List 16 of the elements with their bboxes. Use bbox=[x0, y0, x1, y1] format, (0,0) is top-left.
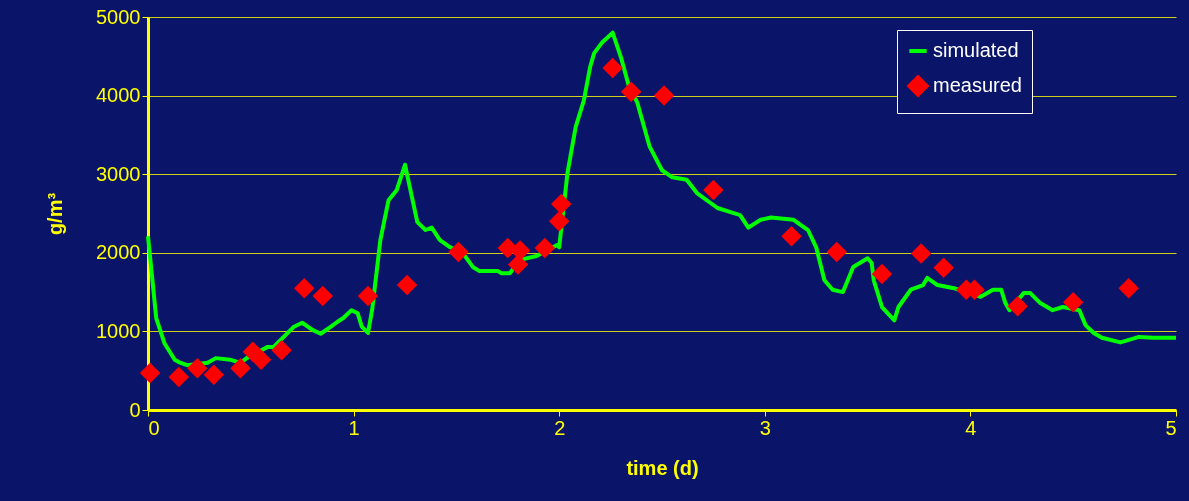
y-tick-label: 4000 bbox=[96, 84, 141, 107]
x-tick-label: 3 bbox=[759, 416, 771, 439]
y-tick-label: 1000 bbox=[96, 319, 141, 342]
x-tick-label: 1 bbox=[348, 416, 360, 439]
x-axis-title: time (d) bbox=[626, 456, 699, 479]
y-tick-label: 3000 bbox=[96, 162, 141, 185]
y-tick-label: 5000 bbox=[96, 5, 141, 28]
x-tick-label: 0 bbox=[148, 416, 160, 439]
y-axis-title: g/m³ bbox=[44, 192, 67, 236]
x-tick-label: 4 bbox=[965, 416, 977, 439]
x-tick-label: 5 bbox=[1165, 416, 1177, 439]
legend-label: simulated bbox=[933, 39, 1019, 61]
x-tick-label: 2 bbox=[554, 416, 566, 439]
legend-label: measured bbox=[933, 74, 1022, 96]
y-tick-label: 2000 bbox=[96, 241, 141, 264]
y-tick-label: 0 bbox=[129, 398, 141, 421]
